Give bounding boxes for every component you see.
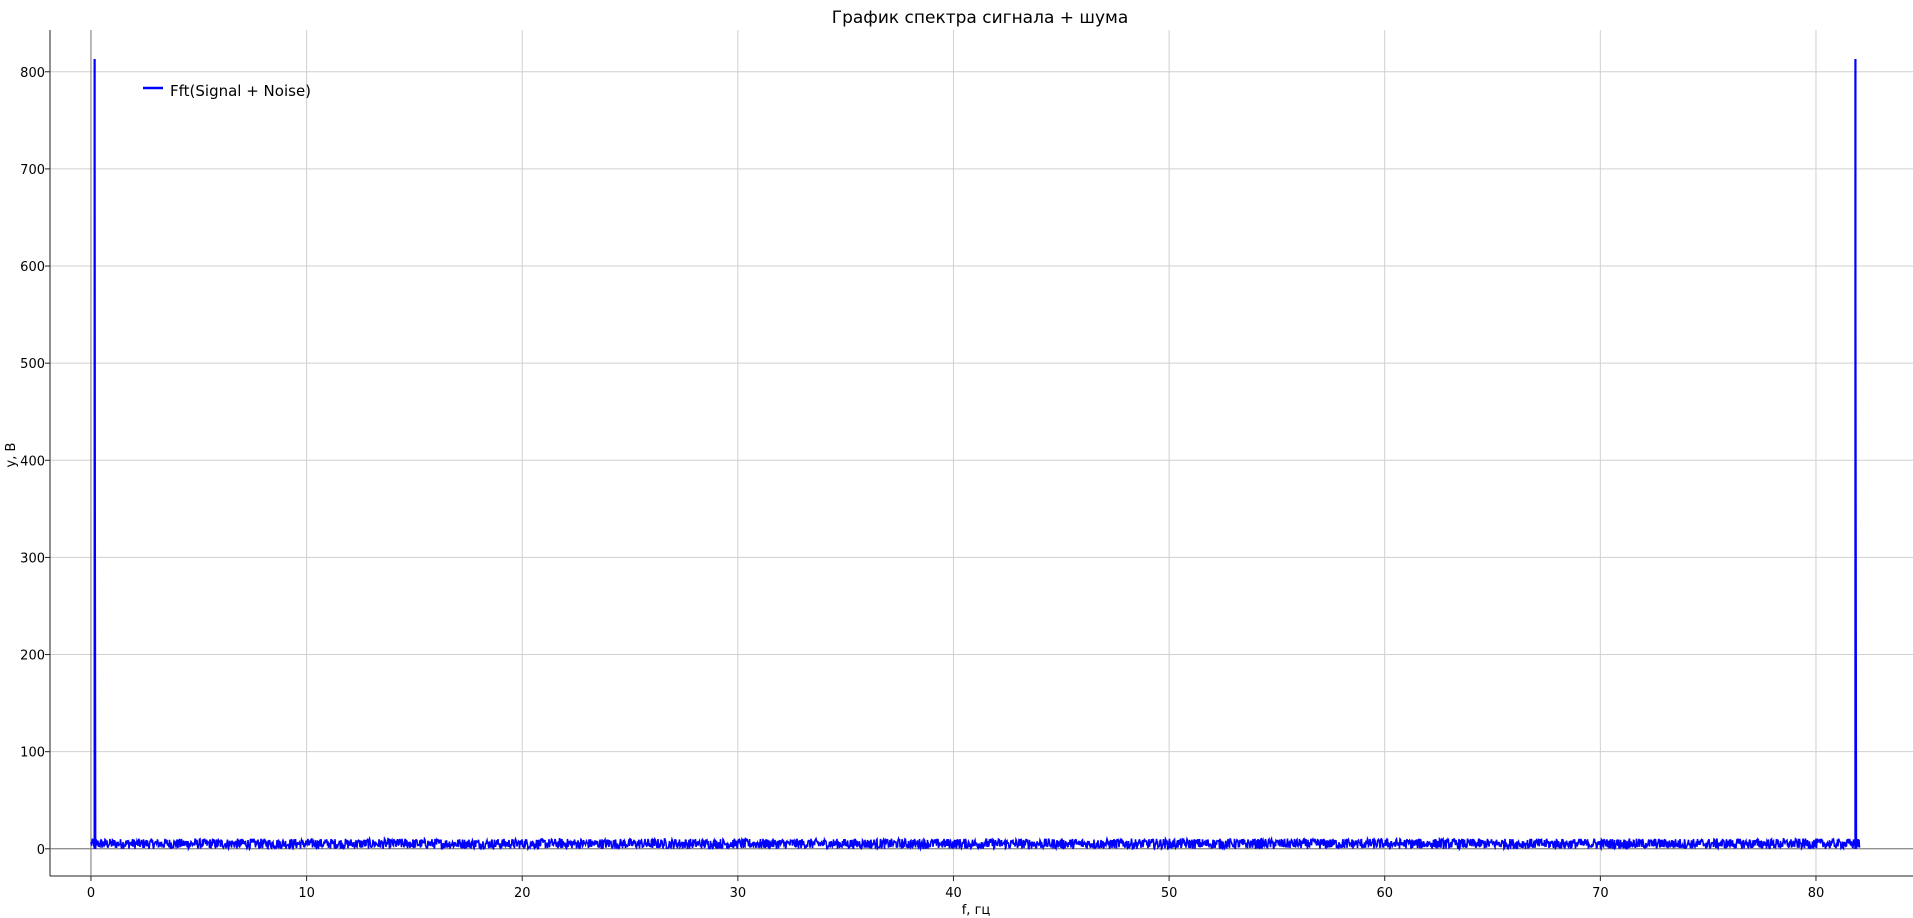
tick-labels: 0 10 20 30 40 50 60 70 8001002003004005006007008… [20, 66, 1824, 901]
y-tick-label: 600 [20, 260, 45, 275]
y-tick-label: 400 [20, 454, 45, 469]
y-tick-label: 200 [20, 649, 45, 664]
series-line [90, 59, 1861, 852]
legend-label: Fft(Signal + Noise) [170, 82, 311, 100]
y-tick-label: 800 [20, 66, 45, 81]
y-tick-label: 700 [20, 163, 45, 178]
grid [50, 30, 1913, 876]
y-tick-label: 100 [20, 746, 45, 761]
x-tick-label: 30 [730, 886, 747, 901]
y-tick-label: 0 [37, 843, 45, 858]
x-tick-label: 0 [87, 886, 95, 901]
x-tick-label: 70 [1592, 886, 1609, 901]
x-tick-label: 20 [514, 886, 531, 901]
x-tick-label: 50 [1161, 886, 1178, 901]
x-tick-label: 80 [1808, 886, 1825, 901]
y-axis-label: y, В [4, 443, 19, 468]
x-tick-label: 60 [1376, 886, 1393, 901]
y-tick-label: 500 [20, 357, 45, 372]
chart-title: График спектра сигнала + шума [832, 8, 1129, 28]
y-tick-label: 300 [20, 551, 45, 566]
axes-frame [49, 30, 1913, 877]
series-layer [90, 59, 1861, 852]
x-tick-label: 10 [298, 886, 315, 901]
legend: Fft(Signal + Noise) [143, 82, 311, 100]
x-tick-label: 40 [945, 886, 962, 901]
x-axis-label: f, гц [962, 903, 991, 918]
